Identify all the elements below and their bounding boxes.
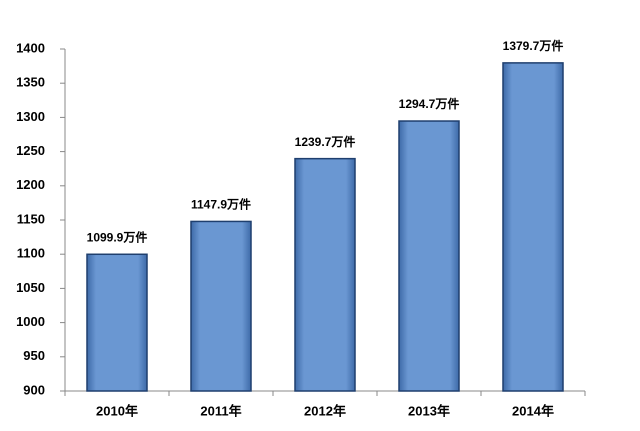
bar xyxy=(190,220,252,392)
value-label: 1294.7万件 xyxy=(399,96,460,111)
y-tick-label: 1100 xyxy=(17,246,45,261)
x-tick-label: 2012年 xyxy=(304,403,346,418)
bar xyxy=(398,120,460,392)
y-tick-label: 1150 xyxy=(17,211,45,226)
y-tick-label: 950 xyxy=(23,348,45,363)
value-label: 1379.7万件 xyxy=(503,38,564,53)
value-label: 1239.7万件 xyxy=(295,134,356,149)
x-tick-label: 2014年 xyxy=(512,403,554,418)
y-tick-label: 1300 xyxy=(16,109,45,124)
x-tick-label: 2010年 xyxy=(96,403,138,418)
bar xyxy=(502,62,564,392)
value-label: 1099.9万件 xyxy=(87,229,148,244)
y-tick-label: 1350 xyxy=(16,75,45,90)
y-tick-label: 900 xyxy=(23,382,45,397)
y-tick-label: 1000 xyxy=(16,314,45,329)
y-tick-label: 1400 xyxy=(16,40,45,55)
y-tick-label: 1250 xyxy=(16,143,45,158)
bar xyxy=(86,253,148,392)
x-tick-label: 2013年 xyxy=(408,403,450,418)
value-label: 1147.9万件 xyxy=(191,197,251,212)
y-tick-label: 1050 xyxy=(16,280,45,295)
bar xyxy=(294,157,356,392)
y-tick-label: 1200 xyxy=(16,177,45,192)
x-tick-label: 2011年 xyxy=(200,403,241,418)
